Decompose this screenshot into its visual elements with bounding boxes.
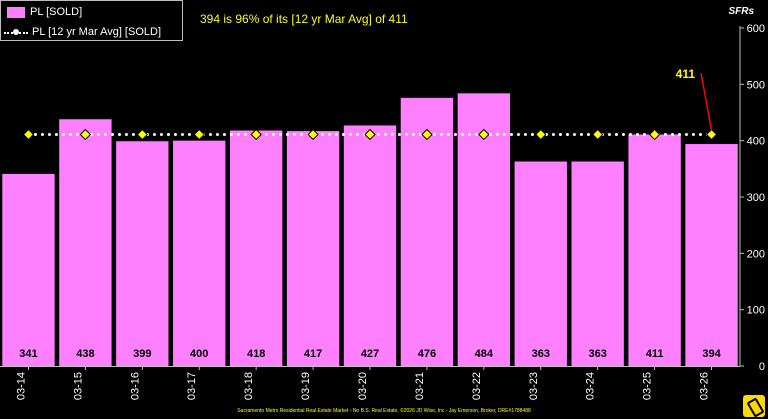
bar xyxy=(173,140,226,366)
bar-value-label: 417 xyxy=(304,348,322,360)
annotation: 411 xyxy=(676,67,713,131)
bar xyxy=(286,131,340,366)
x-tick-label: 03-17 xyxy=(186,372,198,400)
bar-value-label: 363 xyxy=(532,348,550,360)
bar-value-labels: 341 438 399 400 418 417 427 476 484 363 363 411 394 xyxy=(19,348,721,360)
legend-line-swatch xyxy=(4,27,28,38)
bar xyxy=(685,144,738,366)
bar-value-label: 363 xyxy=(589,348,607,360)
bar-value-label: 427 xyxy=(361,348,379,360)
average-marker xyxy=(136,128,149,141)
legend-item-bars: PL [SOLD] xyxy=(1,3,82,21)
average-marker xyxy=(250,128,262,141)
average-marker xyxy=(364,128,376,141)
average-marker xyxy=(705,128,718,141)
bar xyxy=(514,161,567,366)
x-tick-label: 03-22 xyxy=(471,372,483,400)
x-tick-label: 03-15 xyxy=(72,372,84,400)
axes: 0 100 200 300 400 500 600 03-14 03-15 03-16 03-17 0… xyxy=(0,23,765,400)
annotation-label: 411 xyxy=(676,67,696,81)
bar-value-label: 476 xyxy=(418,348,436,360)
x-tick-label: 03-16 xyxy=(129,372,141,400)
y-tick-label: 400 xyxy=(747,136,765,148)
bar xyxy=(229,130,283,366)
footer-credit: Sacramento Metro Residential Real Estate… xyxy=(237,408,531,414)
x-tick-label: 03-23 xyxy=(528,372,540,400)
average-marker xyxy=(307,128,319,141)
average-marker xyxy=(193,128,205,141)
x-tick-label: 03-21 xyxy=(414,372,426,400)
legend-line-label: PL [12 yr Mar Avg] [SOLD] xyxy=(32,26,161,38)
bar xyxy=(628,134,681,366)
y-tick-label: 100 xyxy=(747,305,765,317)
bar xyxy=(400,97,454,366)
x-tick-label: 03-26 xyxy=(699,372,711,400)
average-marker xyxy=(79,128,92,141)
x-tick-label: 03-24 xyxy=(585,372,597,400)
y-tick-label: 500 xyxy=(747,79,765,91)
y-tick-label: 600 xyxy=(747,23,765,35)
y-tick-label: 0 xyxy=(759,361,765,373)
chart-headline: 394 is 96% of its [12 yr Mar Avg] of 411 xyxy=(200,12,408,26)
brand-logo-icon xyxy=(743,395,765,417)
average-line-series xyxy=(22,128,718,141)
legend: PL [SOLD] PL [12 yr Mar Avg] [SOLD] xyxy=(0,0,183,41)
legend-bar-label: PL [SOLD] xyxy=(30,6,83,18)
x-tick-label: 03-25 xyxy=(642,372,654,400)
average-marker xyxy=(648,128,661,141)
x-tick-label: 03-19 xyxy=(300,372,312,400)
bar xyxy=(2,173,55,366)
y-axis-unit-label: SFRs xyxy=(728,6,754,17)
bar xyxy=(571,161,624,366)
x-tick-label: 03-20 xyxy=(357,372,369,400)
average-marker xyxy=(421,128,433,141)
bar-value-label: 399 xyxy=(133,348,151,360)
average-marker xyxy=(591,128,604,141)
bar-value-label: 411 xyxy=(646,348,664,360)
bar xyxy=(343,125,397,366)
average-marker xyxy=(535,128,547,141)
average-marker xyxy=(478,128,490,141)
bar xyxy=(116,141,169,366)
bar-value-label: 394 xyxy=(702,348,721,360)
x-tick-label: 03-14 xyxy=(15,372,27,400)
bar xyxy=(59,119,112,366)
average-marker xyxy=(22,128,35,141)
legend-item-average: PL [12 yr Mar Avg] [SOLD] xyxy=(1,23,161,41)
bar-value-label: 484 xyxy=(475,348,494,360)
y-tick-label: 300 xyxy=(747,192,765,204)
y-tick-label: 200 xyxy=(747,248,765,260)
annotation-pointer xyxy=(700,72,713,131)
bar-value-label: 418 xyxy=(247,348,265,360)
bar-value-label: 400 xyxy=(190,348,208,360)
bar-value-label: 341 xyxy=(19,348,37,360)
bar-series xyxy=(2,93,738,366)
bar-value-label: 438 xyxy=(76,348,94,360)
legend-bar-swatch xyxy=(7,6,25,18)
x-tick-label: 03-18 xyxy=(243,372,255,400)
